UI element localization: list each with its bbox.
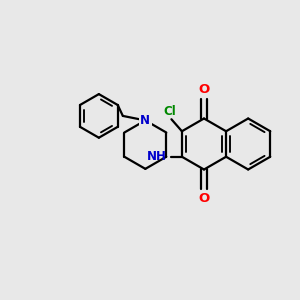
Text: NH: NH bbox=[147, 150, 167, 163]
Text: O: O bbox=[198, 83, 210, 96]
Text: Cl: Cl bbox=[164, 105, 176, 118]
Text: N: N bbox=[140, 114, 150, 127]
Text: O: O bbox=[198, 192, 210, 205]
